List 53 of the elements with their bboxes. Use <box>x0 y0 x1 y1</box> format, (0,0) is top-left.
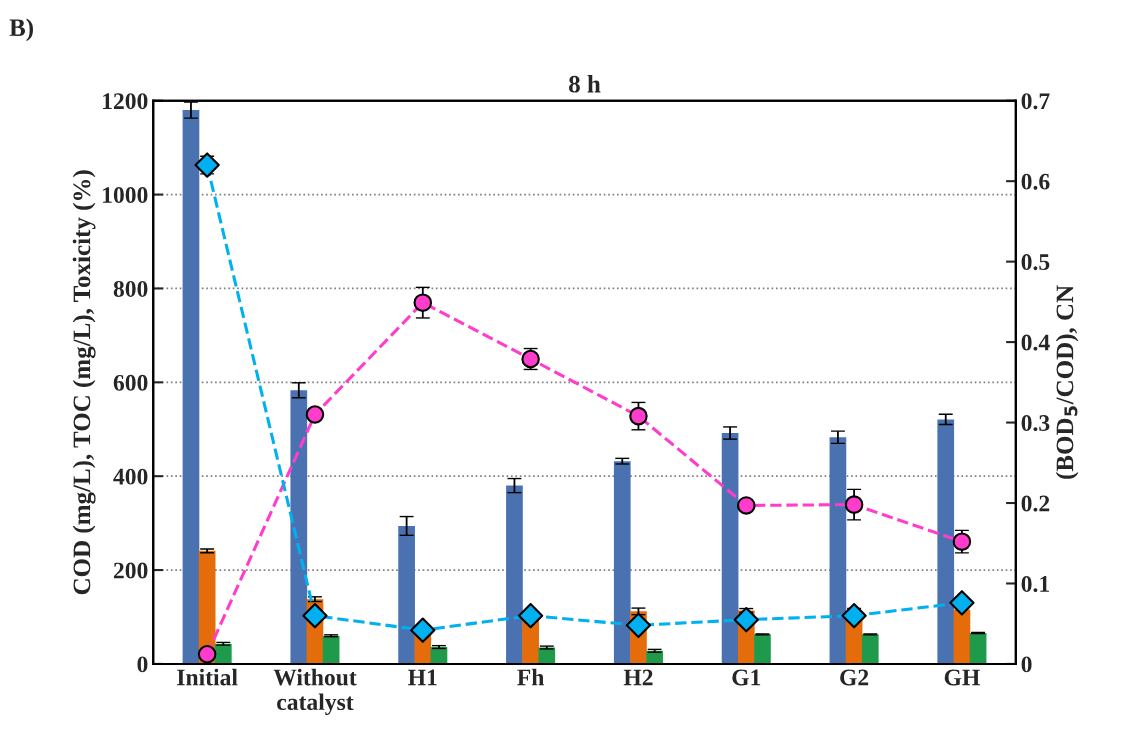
point <box>733 607 759 633</box>
point <box>841 603 867 629</box>
chart-title: 8 h <box>569 75 601 93</box>
y2-tick-label: 0.4 <box>1021 334 1050 351</box>
x-tick-label: H1 <box>408 669 437 686</box>
x-tick-label: Without catalyst <box>273 668 357 715</box>
point <box>629 406 648 426</box>
bar <box>829 437 847 664</box>
y2-tick-label: 0.5 <box>1021 254 1050 271</box>
y2-tick-label: 0.3 <box>1021 415 1050 432</box>
bar <box>398 525 415 664</box>
y-tick-label: 800 <box>113 280 148 297</box>
y2-tick-label: 0 <box>1021 656 1032 673</box>
y2-tick-label: 0.6 <box>1021 173 1050 190</box>
point <box>949 590 975 616</box>
x-tick-label: G2 <box>840 669 869 686</box>
bar <box>861 634 879 664</box>
bar <box>754 634 771 664</box>
y2-tick-label: 0.2 <box>1021 495 1050 512</box>
text: B) <box>9 18 33 42</box>
x-tick-label: Initial <box>177 668 238 686</box>
y-axis-title: COD (mg/L), TOC (mg/L), Toxicity (%) <box>72 170 96 595</box>
point <box>737 496 756 515</box>
x-tick-label: Fh <box>517 668 545 686</box>
bar <box>969 632 987 664</box>
y2-tick-label: 0.7 <box>1021 93 1050 110</box>
bar <box>182 110 200 664</box>
point <box>302 603 328 629</box>
point <box>305 405 325 424</box>
y-tick-label: 400 <box>113 468 148 485</box>
bar <box>937 419 955 664</box>
bar <box>322 635 340 664</box>
y-tick-label: 1200 <box>103 93 148 110</box>
y2-tick-label: 0.1 <box>1021 575 1049 593</box>
bar <box>953 609 971 664</box>
y-tick-label: 200 <box>113 562 148 579</box>
point <box>197 645 217 664</box>
bar <box>721 433 739 664</box>
x-tick-label: G1 <box>732 669 761 686</box>
point <box>517 603 544 629</box>
x-tick-label: H2 <box>623 669 653 686</box>
point <box>844 495 864 514</box>
y-tick-label: 0 <box>137 656 148 673</box>
point <box>413 293 433 312</box>
y-tick-label: 1000 <box>103 187 148 204</box>
point <box>625 612 652 638</box>
bar <box>613 461 631 664</box>
bar <box>290 390 308 664</box>
bar <box>506 485 523 664</box>
y2-axis-title: (BOD$_{5}$/COD), CN <box>1055 285 1079 479</box>
x-tick-label: GH <box>944 669 980 686</box>
y-tick-label: 600 <box>113 374 148 391</box>
point <box>410 617 436 643</box>
